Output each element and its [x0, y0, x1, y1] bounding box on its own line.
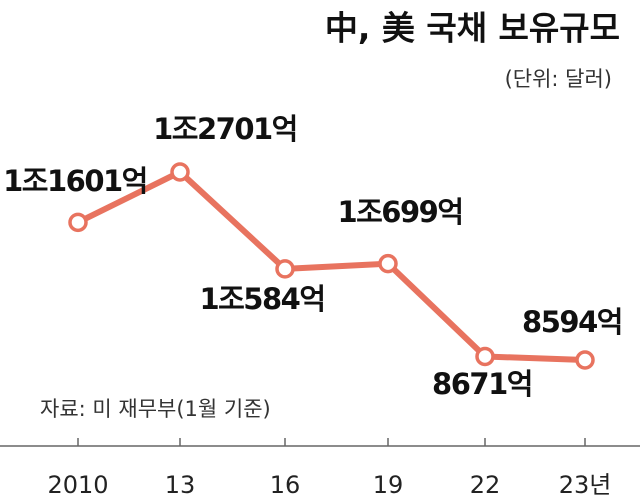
- point: [575, 350, 595, 370]
- data-label: 8671억: [432, 367, 532, 401]
- source-note: 자료: 미 재무부(1월 기준): [40, 397, 271, 421]
- point: [475, 346, 495, 367]
- x-tick-label: 22: [470, 471, 501, 499]
- point: [68, 212, 88, 233]
- data-label: 1조699억: [337, 195, 462, 229]
- x-tick-label: 13: [165, 471, 196, 499]
- data-label: 1조584억: [199, 282, 324, 316]
- x-tick-label: 23년: [559, 471, 612, 499]
- data-label: 1조1601억: [3, 164, 147, 198]
- point: [170, 162, 190, 182]
- x-tick-label: 19: [373, 471, 404, 499]
- x-tick-label: 16: [270, 471, 301, 499]
- x-tick-label: 2010: [47, 471, 108, 499]
- point: [378, 253, 398, 274]
- chart-title: 中, 美 국채 보유규모: [325, 9, 620, 48]
- data-label: 8594억: [522, 305, 622, 339]
- chart-subtitle: (단위: 달러): [505, 67, 612, 91]
- line: [76, 169, 586, 363]
- data-label: 1조2701억: [153, 112, 297, 146]
- point: [275, 259, 295, 279]
